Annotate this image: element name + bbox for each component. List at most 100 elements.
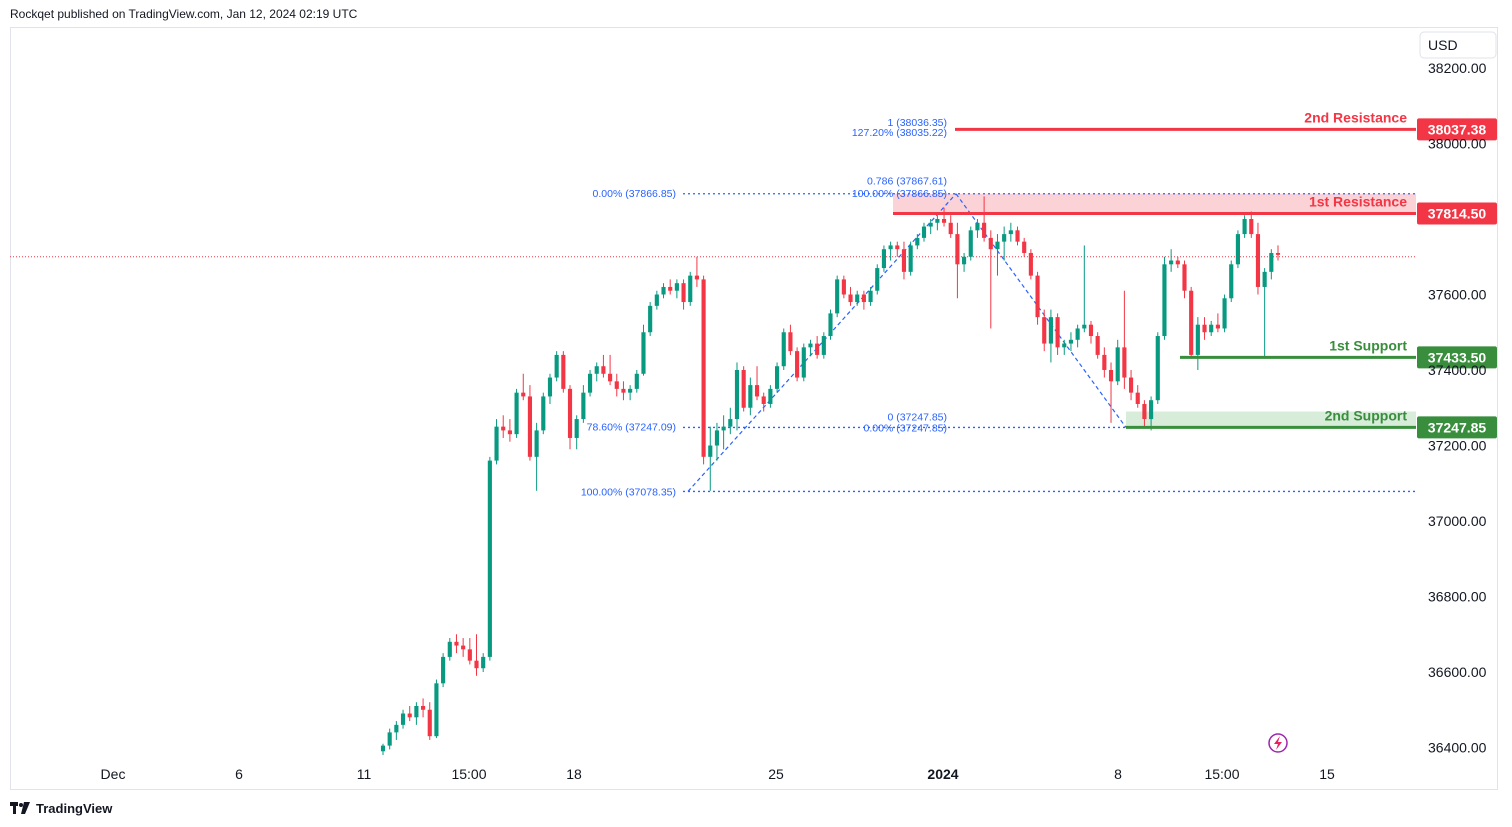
candle-body: [1242, 219, 1247, 235]
candle: [1002, 226, 1007, 261]
candle-body: [527, 396, 533, 457]
candle-body: [1142, 403, 1147, 420]
price-axis[interactable]: 38200.00 38000.00 37600.00 37400.00 37200.00…: [1428, 60, 1487, 756]
candle-body: [962, 256, 967, 265]
candle: [768, 385, 773, 408]
x-tick-label: 18: [566, 766, 582, 782]
candle: [982, 196, 987, 242]
candle-body: [1028, 252, 1033, 276]
candle-body: [995, 241, 1000, 250]
levels-layer: 2nd Resistance 38037.38 1st Resistance 3781…: [893, 109, 1497, 439]
candle-body: [848, 294, 853, 303]
candle-body: [1209, 324, 1214, 333]
candle: [908, 241, 913, 276]
candle-body: [554, 354, 559, 378]
candle: [881, 245, 887, 272]
candles-layer: [380, 196, 1281, 756]
fib-diagonal-up: [687, 193, 957, 492]
candle-body: [895, 245, 900, 250]
candle: [1209, 320, 1214, 337]
candle: [1149, 396, 1154, 431]
y-tick-label: 37200.00: [1428, 438, 1487, 454]
candle: [1068, 332, 1074, 352]
candle: [1262, 268, 1267, 359]
price-badge[interactable]: 37814.50: [1417, 202, 1497, 225]
candle-body: [1149, 400, 1154, 420]
candle-body: [1162, 264, 1167, 337]
candle: [494, 419, 499, 465]
candle: [1175, 256, 1180, 269]
candle: [554, 351, 559, 382]
lightning-icon[interactable]: [1268, 733, 1288, 753]
candle-body: [908, 245, 913, 272]
candle-body: [521, 392, 526, 397]
tradingview-footer[interactable]: TradingView: [10, 801, 112, 816]
candle-body: [614, 381, 619, 389]
candle-body: [1108, 370, 1114, 382]
x-tick-label: 11: [357, 766, 372, 782]
resistance-zone: [893, 193, 1416, 214]
fib-label: 0 (37247.85): [887, 411, 947, 423]
candle: [601, 354, 606, 378]
price-badge[interactable]: 37433.50: [1417, 346, 1497, 369]
candle: [1135, 385, 1140, 408]
candle-body: [1182, 264, 1187, 291]
candle-body: [467, 649, 472, 661]
candle-body: [688, 275, 693, 303]
candle: [975, 219, 980, 238]
candle-body: [1015, 230, 1020, 242]
candle-body: [494, 426, 499, 461]
candle-body: [754, 385, 760, 397]
candle: [708, 426, 713, 491]
candle: [400, 709, 406, 729]
price-badge-bg: [1417, 118, 1497, 141]
candle: [1169, 249, 1174, 272]
candle: [1182, 260, 1187, 299]
candle-body: [1255, 234, 1261, 287]
candle: [541, 392, 546, 435]
candle-body: [1095, 336, 1100, 355]
level-label: 2nd Support: [1325, 407, 1408, 423]
candle-body: [1035, 275, 1040, 318]
candle: [774, 362, 780, 393]
candle-body: [781, 332, 786, 367]
candle-body: [808, 343, 813, 348]
candle-body: [861, 294, 866, 303]
price-badge[interactable]: 38037.38: [1417, 118, 1497, 141]
candle-body: [1169, 260, 1174, 265]
candle: [721, 415, 726, 450]
candle-body: [741, 370, 746, 408]
candle-body: [1269, 252, 1274, 272]
candle: [1249, 211, 1254, 238]
candle: [461, 638, 466, 657]
candle: [855, 290, 860, 306]
candle-body: [1088, 324, 1094, 337]
candle-body: [574, 419, 579, 438]
candle: [1008, 222, 1013, 242]
fib-diagonal-down: [955, 193, 1127, 428]
candle: [962, 252, 967, 272]
candle-body: [674, 283, 679, 291]
candle-body: [1002, 234, 1007, 242]
candle-body: [601, 366, 606, 374]
candle: [1022, 237, 1027, 257]
candle-body: [421, 705, 426, 710]
time-axis[interactable]: Dec 6 11 15:00 18 25 2024 8 15:00 15: [101, 766, 1335, 782]
candle-body: [400, 713, 406, 725]
currency-box[interactable]: USD: [1419, 31, 1497, 59]
price-badge[interactable]: 37247.85: [1417, 416, 1497, 439]
candle: [1055, 313, 1060, 355]
candle-body: [447, 641, 452, 657]
candle: [434, 679, 439, 739]
candle: [487, 456, 492, 661]
chart-frame: [10, 27, 1498, 790]
candle-body: [721, 426, 726, 431]
candle: [995, 234, 1000, 276]
candle: [527, 385, 533, 461]
candle-body: [714, 430, 720, 446]
candle: [594, 362, 599, 382]
candle-body: [654, 294, 659, 306]
candle-body: [734, 370, 740, 420]
candle-body: [481, 656, 486, 669]
